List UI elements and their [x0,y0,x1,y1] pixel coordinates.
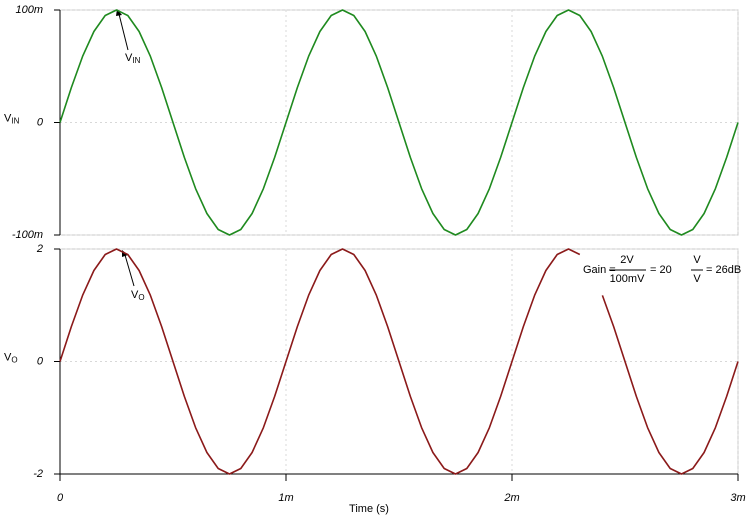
x-tick-label: 2m [503,492,519,504]
x-tick-label: 0 [57,492,64,504]
label-main: V [4,351,12,363]
label-sub: IN [11,117,19,126]
x-axis-label: Time (s) [349,503,389,515]
annotation-label: VIN [125,52,141,65]
gain-text: V [693,254,701,266]
data-line [59,248,739,475]
label-main: V [131,289,139,301]
label-sub: O [138,293,144,302]
y-tick-label: 2 [36,243,43,255]
y-axis-label: VIN [4,112,20,125]
y-tick-label: -2 [33,468,43,480]
annotation-arrow [124,254,135,287]
annotation-arrow [118,13,129,51]
annotation-label: VO [131,289,145,302]
y-axis-label: VO [4,351,18,364]
x-tick-label: 3m [730,492,745,504]
label-sub: IN [132,56,140,65]
gain-text: 100mV [610,273,646,285]
y-tick-label: -100m [12,229,43,241]
gain-text: = 26dB [706,264,741,276]
label-main: V [125,52,133,64]
y-tick-label: 100m [15,4,43,16]
y-tick-label: 0 [37,116,44,128]
label-sub: O [11,356,17,365]
x-tick-label: 1m [278,492,293,504]
gain-text: 2V [620,254,634,266]
gain-text: V [693,273,701,285]
gain-text: Gain = [583,264,616,276]
y-tick-label: 0 [37,355,44,367]
gain-text: = 20 [650,264,672,276]
label-main: V [4,112,12,124]
data-line [59,9,739,236]
